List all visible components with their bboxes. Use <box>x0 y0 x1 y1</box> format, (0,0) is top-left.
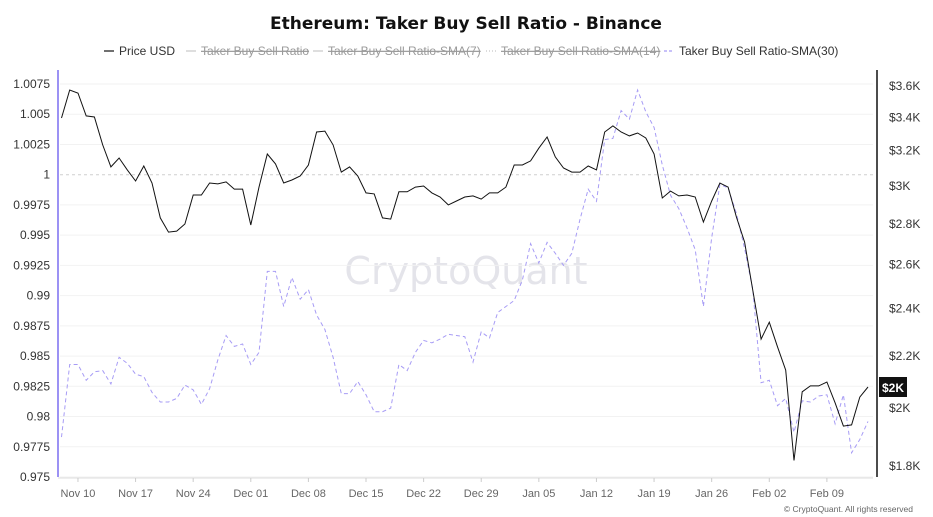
right-tick-label: $3.4K <box>889 110 920 124</box>
watermark: CryptoQuant <box>344 249 587 293</box>
x-tick-label: Nov 10 <box>61 488 96 500</box>
left-tick-label: 1.005 <box>20 107 50 121</box>
badge-background <box>879 377 907 398</box>
sma30-line <box>61 88 869 455</box>
left-tick-label: 0.9925 <box>13 258 50 272</box>
legend: Price USD Taker Buy Sell Ratio Taker Buy S… <box>104 44 838 58</box>
chart-title: Ethereum: Taker Buy Sell Ratio - Binance <box>270 14 662 34</box>
last-price-badge: $2K <box>879 377 907 398</box>
legend-label: Taker Buy Sell Ratio-SMA(30) <box>679 44 838 58</box>
left-tick-label: 1.0025 <box>13 137 50 151</box>
price-line <box>61 89 869 461</box>
left-tick-label: 0.9775 <box>13 440 50 454</box>
legend-item-2: Taker Buy Sell Ratio-SMA(7) <box>313 44 481 58</box>
left-tick-label: 1.0075 <box>13 77 50 91</box>
legend-label: Taker Buy Sell Ratio-SMA(14) <box>501 44 660 58</box>
x-tick-label: Feb 09 <box>810 488 844 500</box>
copyright: © CryptoQuant. All rights reserved <box>784 504 913 514</box>
badge-label: $2K <box>882 381 904 395</box>
x-tick-label: Jan 12 <box>580 488 613 500</box>
x-tick-label: Nov 24 <box>176 488 211 500</box>
x-tick-label: Nov 17 <box>118 488 153 500</box>
legend-item-3: Taker Buy Sell Ratio-SMA(14) <box>486 44 660 58</box>
left-tick-label: 0.99 <box>27 289 51 303</box>
x-tick-label: Dec 08 <box>291 488 326 500</box>
axes: 1.0075 1.005 1.0025 1 0.9975 0.995 0.9925 0.99 0… <box>13 70 920 500</box>
legend-item-4: Taker Buy Sell Ratio-SMA(30) <box>664 44 838 58</box>
right-tick-label: $3.2K <box>889 144 920 158</box>
x-tick-label: Jan 26 <box>695 488 728 500</box>
left-tick-label: 0.985 <box>20 349 50 363</box>
left-tick-label: 0.9975 <box>13 198 50 212</box>
left-tick-label: 0.995 <box>20 228 50 242</box>
legend-label: Price USD <box>119 44 175 58</box>
left-tick-label: 1 <box>43 168 50 182</box>
x-tick-label: Dec 22 <box>406 488 441 500</box>
left-tick-label: 0.9875 <box>13 319 50 333</box>
left-tick-label: 0.975 <box>20 470 50 484</box>
legend-label: Taker Buy Sell Ratio <box>201 44 309 58</box>
grid <box>60 83 873 478</box>
legend-item-0: Price USD <box>104 44 175 58</box>
series <box>61 88 869 461</box>
left-tick-label: 0.9825 <box>13 379 50 393</box>
x-tick-label: Dec 29 <box>464 488 499 500</box>
right-tick-label: $2.4K <box>889 301 920 315</box>
x-tick-label: Jan 05 <box>522 488 555 500</box>
x-tick-label: Dec 01 <box>233 488 268 500</box>
x-tick-label: Feb 02 <box>752 488 786 500</box>
right-tick-label: $1.8K <box>889 459 920 473</box>
left-tick-label: 0.98 <box>27 410 51 424</box>
right-tick-label: $2.2K <box>889 349 920 363</box>
right-tick-label: $2.8K <box>889 217 920 231</box>
x-tick-label: Jan 19 <box>638 488 671 500</box>
legend-label: Taker Buy Sell Ratio-SMA(7) <box>328 44 481 58</box>
right-tick-label: $3.6K <box>889 79 920 93</box>
legend-item-1: Taker Buy Sell Ratio <box>186 44 309 58</box>
x-tick-label: Dec 15 <box>349 488 384 500</box>
right-tick-label: $2K <box>889 401 910 415</box>
right-tick-label: $2.6K <box>889 257 920 271</box>
right-tick-label: $3K <box>889 179 910 193</box>
